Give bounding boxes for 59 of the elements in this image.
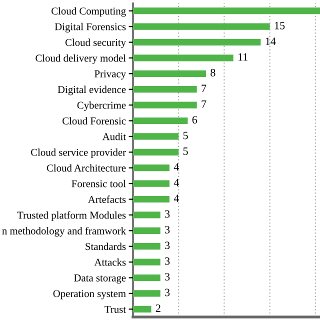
bar	[133, 8, 320, 14]
data-label: 4	[174, 178, 180, 186]
data-label: 8	[210, 68, 216, 76]
y-tick-label: Operation system	[53, 290, 126, 300]
data-label: 4	[174, 163, 180, 171]
bar	[133, 23, 270, 30]
bar	[133, 38, 261, 46]
bar	[133, 290, 160, 297]
data-label: 11	[238, 53, 248, 61]
y-tick-label: Data storage	[74, 274, 126, 284]
y-tick-label: Cloud Architecture	[46, 164, 126, 172]
bar	[133, 227, 160, 234]
y-tick-label: Cloud delivery model	[36, 54, 126, 64]
data-label: 3	[165, 242, 170, 250]
bar	[133, 164, 170, 172]
y-tick-label: Artefacts	[88, 196, 126, 203]
y-tick-label: Forensic tool	[72, 180, 126, 188]
data-label: 6	[192, 116, 198, 124]
y-tick-label: n methodology and framwork	[2, 226, 126, 237]
data-label: 7	[202, 84, 206, 92]
data-label: 3	[165, 226, 170, 234]
bar	[133, 133, 179, 140]
data-label: 2	[156, 304, 160, 312]
bar	[133, 180, 170, 187]
bar	[133, 196, 170, 203]
y-tick-label: Attacks	[94, 258, 126, 266]
bar	[133, 243, 160, 250]
bar	[133, 102, 197, 108]
y-tick-label: Cybercrime	[77, 101, 126, 111]
bar	[133, 117, 188, 124]
y-tick-label: Standards	[86, 242, 126, 250]
data-label: 5	[183, 148, 188, 155]
bar	[133, 86, 197, 93]
bar	[133, 258, 160, 266]
data-label: 15	[274, 22, 285, 30]
bar	[133, 212, 160, 218]
bar	[133, 274, 160, 282]
data-label: 5	[183, 132, 188, 140]
data-label: 3	[165, 288, 170, 296]
y-tick-label: Cloud security	[65, 38, 126, 48]
data-label: 3	[165, 273, 170, 281]
bar	[133, 148, 179, 156]
y-tick-label: Privacy	[94, 70, 126, 80]
y-tick-label: Audit	[102, 132, 126, 140]
y-tick-label: Cloud Computing	[52, 7, 126, 17]
y-tick-label: Digital Forensics	[54, 22, 126, 32]
data-label: 4	[174, 194, 180, 202]
data-label: 3	[165, 257, 170, 265]
y-tick-label: Trust	[104, 306, 126, 313]
bar	[133, 70, 206, 77]
y-tick-label: Cloud Forensic	[62, 117, 126, 124]
bar	[133, 306, 152, 312]
y-tick-label: Cloud service provider	[31, 148, 126, 158]
data-label: 7	[202, 100, 206, 108]
y-tick-label: Trusted platform Modules	[17, 211, 126, 221]
data-label: 3	[165, 210, 170, 218]
y-tick-label: Digital evidence	[58, 86, 126, 96]
data-label: 14	[266, 38, 276, 45]
bar	[133, 54, 234, 62]
